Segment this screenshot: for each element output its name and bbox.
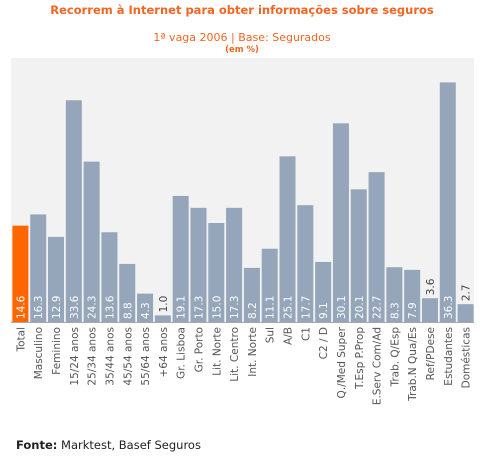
bar [243, 267, 260, 322]
chart-subtitle: 1ª vaga 2006 | Base: Segurados [153, 31, 331, 44]
category-label: 45/54 anos [122, 327, 134, 386]
category-label: T.Esp P.Prop [354, 327, 366, 390]
data-label: 20.1 [354, 296, 366, 319]
bar [350, 189, 367, 322]
bar [261, 248, 278, 322]
data-label: 2.7 [461, 284, 473, 301]
bar [279, 156, 296, 322]
category-label: Domésticas [461, 327, 473, 388]
data-label: 33.6 [69, 295, 81, 319]
bar-chart: 14.6 Total 16.3 Masculino 12.9 Feminino 33.6 15… [11, 58, 474, 405]
bar [12, 225, 29, 322]
category-label: Gr. Lisboa [176, 327, 188, 379]
data-label: 13.6 [104, 295, 116, 319]
source-text: Marktest, Basef Seguros [61, 438, 201, 452]
bar [101, 232, 118, 322]
category-label: Trab. Q/Esp [389, 327, 401, 388]
category-label: C2 / D [318, 327, 330, 359]
category-label: Feminino [51, 327, 63, 375]
bar [421, 298, 438, 322]
category-label: Int. Norte [247, 327, 259, 377]
category-label: Gr. Porto [193, 327, 205, 372]
bar [83, 161, 100, 322]
data-label: 9.1 [318, 302, 330, 319]
data-label: 16.3 [33, 296, 45, 319]
data-label: 1.0 [158, 296, 170, 313]
bar [404, 269, 421, 322]
bar [65, 100, 82, 323]
category-label: Lit. Centro [229, 327, 241, 382]
data-label: 11.1 [265, 296, 277, 319]
source-label: Fonte: [16, 438, 58, 452]
bar [137, 293, 154, 322]
chart-unit: (em %) [225, 45, 259, 55]
category-label: C1 [300, 327, 312, 341]
category-label: Estudantes [443, 327, 455, 386]
bar [119, 263, 136, 322]
category-label: 35/44 anos [104, 327, 116, 386]
category-label: Lit. Norte [211, 327, 223, 376]
bar [439, 82, 456, 322]
data-label: 14.6 [15, 295, 27, 319]
data-label: 19.1 [176, 296, 188, 319]
category-label: Total [15, 327, 27, 353]
data-label: 8.3 [389, 302, 401, 319]
data-label: 22.7 [372, 296, 384, 319]
category-label: A/B [283, 327, 295, 345]
data-label: 8.8 [122, 302, 134, 319]
bar [315, 261, 332, 322]
category-label: 25/34 anos [87, 327, 99, 386]
data-label: 17.3 [193, 296, 205, 319]
bar [226, 207, 243, 322]
category-label: Ref/PDese [425, 327, 437, 380]
category-label: Masculino [33, 327, 45, 379]
data-label: 17.3 [229, 296, 241, 319]
data-label: 7.9 [407, 302, 419, 319]
bar [190, 207, 207, 322]
bar [154, 315, 171, 322]
category-label: 15/24 anos [69, 327, 81, 386]
category-label: Trab.N Qua/Es [407, 327, 419, 402]
chart-title: Recorrem à Internet para obter informaçõ… [50, 3, 434, 17]
bar [386, 267, 403, 322]
category-label: 55/64 anos [140, 327, 152, 386]
data-label: 17.7 [300, 296, 312, 319]
data-label: 36.3 [443, 296, 455, 319]
data-label: 30.1 [336, 296, 348, 319]
data-label: 8.2 [247, 302, 259, 319]
data-label: 25.1 [283, 296, 295, 319]
category-label: +64 anos [158, 327, 170, 377]
bar [48, 236, 65, 322]
bar [332, 123, 349, 322]
data-label: 24.3 [87, 296, 99, 319]
bar [297, 205, 314, 322]
bar [172, 195, 189, 322]
bar [368, 172, 385, 322]
bar [457, 304, 474, 322]
data-label: 3.6 [425, 278, 437, 295]
data-label: 12.9 [51, 296, 63, 319]
data-label: 15.0 [211, 296, 223, 319]
source-note: Fonte: Marktest, Basef Seguros [16, 438, 201, 452]
data-label: 4.3 [140, 302, 152, 319]
bar [208, 223, 225, 322]
category-label: Sul [265, 327, 277, 343]
category-label: E.Serv Com/Ad [372, 327, 384, 405]
category-label: Q./Med Super [336, 326, 348, 398]
bar [30, 214, 47, 322]
